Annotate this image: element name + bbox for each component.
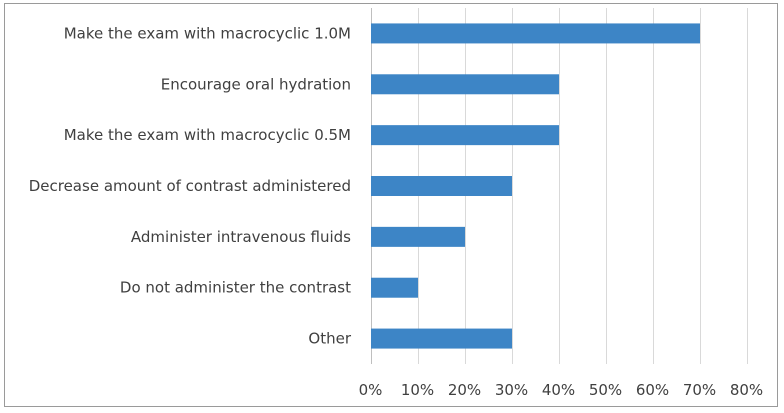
category-label: Do not administer the contrast bbox=[120, 279, 351, 297]
x-tick-label: 70% bbox=[683, 381, 716, 399]
x-tick-label: 10% bbox=[401, 381, 434, 399]
x-tick-label: 60% bbox=[636, 381, 669, 399]
bar-7 bbox=[371, 328, 512, 349]
x-tick-label: 20% bbox=[448, 381, 481, 399]
category-label: Make the exam with macrocyclic 0.5M bbox=[64, 126, 351, 144]
category-label: Administer intravenous fluids bbox=[131, 228, 351, 246]
bar-1 bbox=[371, 23, 700, 44]
x-tick-label: 0% bbox=[359, 381, 383, 399]
category-label: Make the exam with macrocyclic 1.0M bbox=[64, 24, 351, 42]
category-label: Other bbox=[308, 330, 351, 348]
bar-3 bbox=[371, 125, 559, 146]
x-tick-label: 30% bbox=[495, 381, 528, 399]
bar-5 bbox=[371, 226, 465, 247]
x-tick-label: 50% bbox=[589, 381, 622, 399]
category-label: Encourage oral hydration bbox=[161, 75, 351, 93]
bar-2 bbox=[371, 74, 559, 95]
x-tick-label: 80% bbox=[730, 381, 763, 399]
bar-4 bbox=[371, 176, 512, 196]
x-tick-label: 40% bbox=[542, 381, 575, 399]
bar-6 bbox=[371, 277, 418, 298]
category-label: Decrease amount of contrast administered bbox=[29, 177, 351, 195]
